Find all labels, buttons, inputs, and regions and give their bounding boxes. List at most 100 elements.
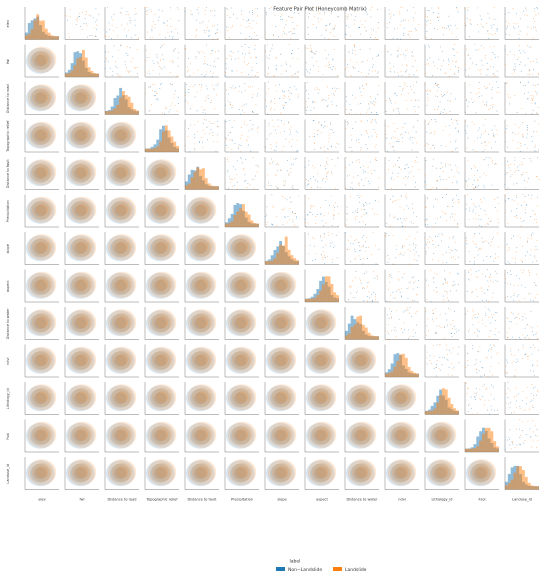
scatter-dot xyxy=(276,187,278,189)
scatter-dot xyxy=(118,49,120,51)
scatter-dot xyxy=(532,420,533,422)
scatter-dot xyxy=(458,67,460,69)
kde-contour xyxy=(271,425,293,445)
scatter-dot xyxy=(288,175,290,177)
cell xyxy=(424,269,459,303)
scatter-dot xyxy=(520,70,522,72)
kde-contour xyxy=(30,201,51,221)
scatter-dot xyxy=(357,175,359,177)
scatter-dot xyxy=(528,270,529,272)
kde-contour xyxy=(71,462,93,482)
scatter-dot xyxy=(395,141,397,142)
scatter-dot xyxy=(255,175,257,177)
scatter-dot xyxy=(395,188,397,190)
scatter-dot xyxy=(326,162,327,164)
scatter-dot xyxy=(327,104,329,106)
kde-contour xyxy=(110,276,131,296)
scatter-dot xyxy=(506,26,508,28)
scatter-dot xyxy=(325,99,327,101)
scatter-dot xyxy=(471,168,473,170)
scatter-dot xyxy=(412,165,414,167)
kde-contour xyxy=(67,196,97,223)
scatter-dot xyxy=(69,9,71,10)
scatter-dot xyxy=(159,34,161,36)
scatter-dot xyxy=(496,70,498,72)
scatter-dot xyxy=(487,222,489,224)
cell xyxy=(504,44,540,78)
kde-contour xyxy=(154,167,167,180)
scatter-dot xyxy=(534,103,536,105)
scatter-dot xyxy=(311,50,313,52)
scatter-dot xyxy=(212,84,214,86)
scatter-dot xyxy=(509,429,511,431)
scatter-dot xyxy=(414,60,416,62)
scatter-dot xyxy=(170,26,172,27)
scatter-dot xyxy=(360,91,362,93)
scatter-dot xyxy=(534,146,536,148)
scatter-dot xyxy=(253,179,255,180)
kde-contour xyxy=(114,392,127,405)
scatter-dot xyxy=(317,71,319,72)
scatter-dot xyxy=(449,28,451,30)
scatter-dot xyxy=(371,103,373,105)
scatter-dot xyxy=(403,35,405,37)
kde-contour xyxy=(194,392,207,405)
hist-bar xyxy=(159,141,162,152)
scatter-dot xyxy=(494,270,496,272)
scatter-dot xyxy=(451,249,453,251)
scatter-dot xyxy=(286,70,287,72)
scatter-dot xyxy=(75,23,77,25)
scatter-dot xyxy=(215,84,217,86)
scatter-dot xyxy=(401,225,403,227)
scatter-dot xyxy=(495,141,496,143)
scatter-dot xyxy=(480,45,482,47)
kde-contour xyxy=(275,278,289,291)
scatter-dot xyxy=(170,84,172,85)
hist-bar xyxy=(470,448,474,452)
scatter-dot xyxy=(478,185,480,187)
scatter-dot xyxy=(346,121,348,123)
scatter-dot xyxy=(453,281,455,283)
kde-contour xyxy=(154,279,167,292)
hist-bar xyxy=(227,218,231,227)
scatter-dot xyxy=(356,290,358,292)
scatter-dot xyxy=(270,100,272,102)
kde-contour xyxy=(34,317,47,330)
scatter-dot xyxy=(145,10,147,12)
kde-contour xyxy=(114,317,127,330)
scatter-dot xyxy=(393,179,395,181)
scatter-dot xyxy=(478,91,480,93)
scatter-dot xyxy=(264,146,266,148)
scatter-dot xyxy=(479,15,481,17)
hist-bar xyxy=(347,333,351,340)
scatter-dot xyxy=(294,28,296,30)
scatter-dot xyxy=(297,76,299,77)
scatter-dot xyxy=(510,296,512,298)
scatter-dot xyxy=(384,129,386,131)
cell xyxy=(224,82,259,115)
scatter-dot xyxy=(491,162,493,164)
scatter-dot xyxy=(432,186,434,188)
scatter-dot xyxy=(484,159,486,160)
scatter-dot xyxy=(325,168,327,170)
scatter-dot xyxy=(390,137,392,139)
cell xyxy=(264,119,299,153)
scatter-dot xyxy=(493,189,495,190)
scatter-dot xyxy=(524,52,526,54)
scatter-dot xyxy=(470,57,472,59)
scatter-dot xyxy=(519,338,521,340)
scatter-dot xyxy=(471,292,473,294)
scatter-dot xyxy=(267,74,269,76)
scatter-dot xyxy=(327,141,329,143)
scatter-dot xyxy=(427,247,429,249)
kde-contour xyxy=(394,392,407,405)
scatter-dot xyxy=(283,94,285,96)
hist-bar xyxy=(216,186,219,190)
scatter-dot xyxy=(472,183,474,185)
kde-contour xyxy=(430,426,451,446)
scatter-dot xyxy=(331,88,333,90)
scatter-dot xyxy=(518,127,520,129)
scatter-dot xyxy=(365,20,367,22)
kde-contour xyxy=(231,312,253,332)
kde-contour xyxy=(35,128,49,141)
